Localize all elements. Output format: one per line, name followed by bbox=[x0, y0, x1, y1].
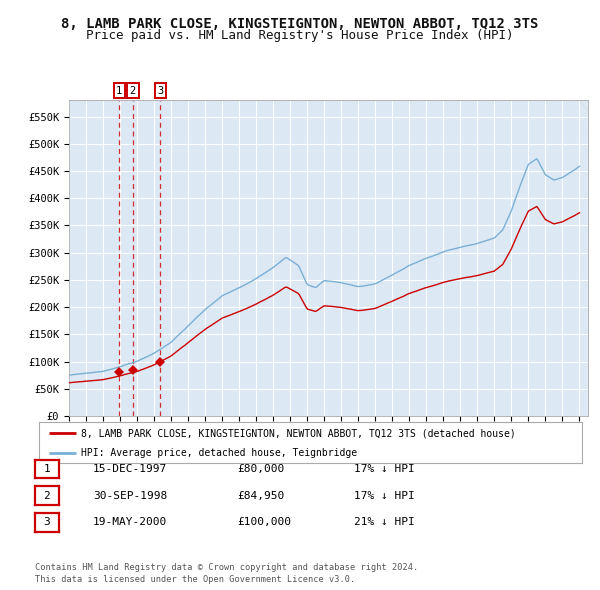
Text: 2: 2 bbox=[43, 491, 50, 500]
Text: £100,000: £100,000 bbox=[237, 517, 291, 527]
Text: £84,950: £84,950 bbox=[237, 491, 284, 500]
Text: 2: 2 bbox=[130, 86, 136, 96]
Text: 1: 1 bbox=[116, 86, 122, 96]
Text: 19-MAY-2000: 19-MAY-2000 bbox=[93, 517, 167, 527]
Text: HPI: Average price, detached house, Teignbridge: HPI: Average price, detached house, Teig… bbox=[82, 448, 358, 458]
Text: 21% ↓ HPI: 21% ↓ HPI bbox=[354, 517, 415, 527]
Text: Contains HM Land Registry data © Crown copyright and database right 2024.
This d: Contains HM Land Registry data © Crown c… bbox=[35, 563, 418, 584]
Text: 8, LAMB PARK CLOSE, KINGSTEIGNTON, NEWTON ABBOT, TQ12 3TS (detached house): 8, LAMB PARK CLOSE, KINGSTEIGNTON, NEWTO… bbox=[82, 428, 516, 438]
Text: 8, LAMB PARK CLOSE, KINGSTEIGNTON, NEWTON ABBOT, TQ12 3TS: 8, LAMB PARK CLOSE, KINGSTEIGNTON, NEWTO… bbox=[61, 17, 539, 31]
Text: £80,000: £80,000 bbox=[237, 464, 284, 474]
Text: 17% ↓ HPI: 17% ↓ HPI bbox=[354, 464, 415, 474]
Text: 15-DEC-1997: 15-DEC-1997 bbox=[93, 464, 167, 474]
Text: 30-SEP-1998: 30-SEP-1998 bbox=[93, 491, 167, 500]
Text: 3: 3 bbox=[43, 517, 50, 527]
Text: 17% ↓ HPI: 17% ↓ HPI bbox=[354, 491, 415, 500]
Text: 3: 3 bbox=[157, 86, 164, 96]
Text: Price paid vs. HM Land Registry's House Price Index (HPI): Price paid vs. HM Land Registry's House … bbox=[86, 29, 514, 42]
Text: 1: 1 bbox=[43, 464, 50, 474]
